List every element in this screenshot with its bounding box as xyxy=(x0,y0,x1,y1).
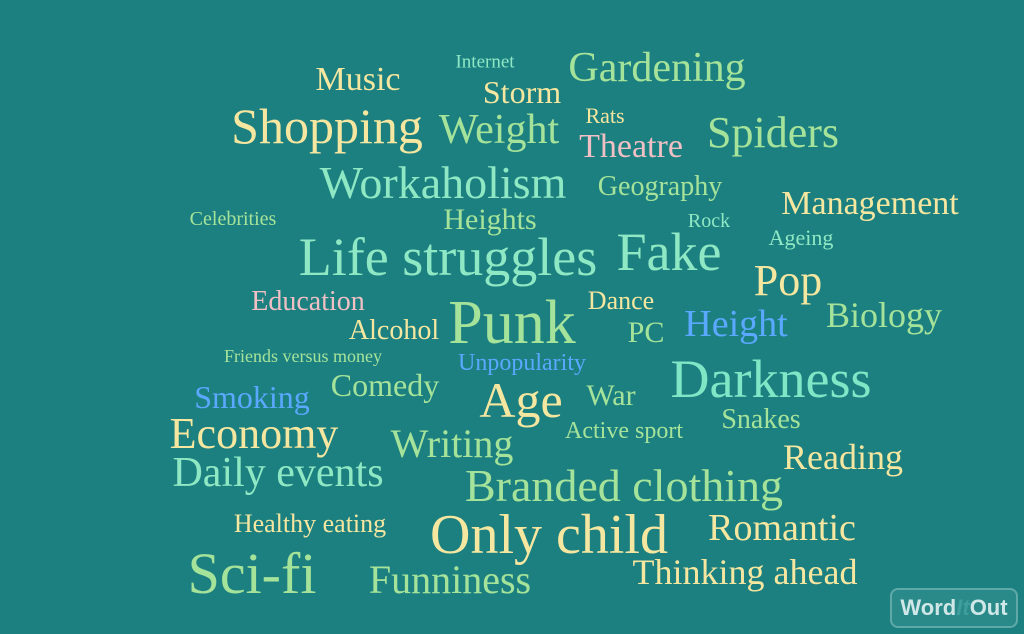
word-life-struggles: Life struggles xyxy=(298,227,598,287)
word-pop: Pop xyxy=(753,256,823,305)
word-active-sport: Active sport xyxy=(565,418,683,444)
wordle-logo[interactable]: Word It Out xyxy=(890,588,1018,628)
word-theatre: Theatre xyxy=(579,128,683,165)
word-punk: Punk xyxy=(448,289,576,357)
word-dance: Dance xyxy=(587,286,655,315)
word-war: War xyxy=(586,379,636,412)
word-age: Age xyxy=(479,372,563,428)
word-celebrities: Celebrities xyxy=(189,208,277,230)
word-comedy: Comedy xyxy=(330,367,440,403)
word-rock: Rock xyxy=(687,210,731,232)
word-height: Height xyxy=(684,303,788,345)
word-management: Management xyxy=(781,185,959,222)
word-pc: PC xyxy=(627,316,665,349)
word-sci-fi: Sci-fi xyxy=(187,541,317,606)
word-only-child: Only child xyxy=(430,504,668,566)
word-fake: Fake xyxy=(616,222,722,282)
word-ageing: Ageing xyxy=(768,225,834,250)
word-darkness: Darkness xyxy=(670,349,872,409)
logo-it: It xyxy=(956,595,970,620)
word-daily-events: Daily events xyxy=(172,450,384,496)
word-snakes: Snakes xyxy=(721,404,801,435)
logo-word: Word xyxy=(900,595,957,620)
word-branded-clothing: Branded clothing xyxy=(464,460,784,511)
word-workaholism: Workaholism xyxy=(319,157,567,208)
word-heights: Heights xyxy=(443,203,537,236)
word-alcohol: Alcohol xyxy=(348,315,440,346)
word-funniness: Funniness xyxy=(368,557,532,602)
word-storm: Storm xyxy=(482,74,562,110)
word-gardening: Gardening xyxy=(568,45,746,91)
word-reading: Reading xyxy=(783,437,903,477)
word-healthy-eating: Healthy eating xyxy=(233,509,387,538)
word-music: Music xyxy=(315,61,401,98)
logo-out: Out xyxy=(969,595,1008,620)
word-weight: Weight xyxy=(438,107,560,153)
word-unpopularity: Unpopularity xyxy=(458,350,586,376)
word-geography: Geography xyxy=(597,171,723,202)
word-friends-versus-money: Friends versus money xyxy=(224,346,382,366)
word-writing: Writing xyxy=(390,421,514,466)
word-thinking-ahead: Thinking ahead xyxy=(632,552,858,592)
word-romantic: Romantic xyxy=(708,507,856,549)
word-economy: Economy xyxy=(169,409,339,458)
word-spiders: Spiders xyxy=(707,108,839,157)
word-biology: Biology xyxy=(825,295,943,335)
word-rats: Rats xyxy=(585,103,625,128)
word-shopping: Shopping xyxy=(231,98,423,154)
word-education: Education xyxy=(251,286,365,317)
word-smoking: Smoking xyxy=(194,379,310,415)
word-internet: Internet xyxy=(455,51,515,73)
